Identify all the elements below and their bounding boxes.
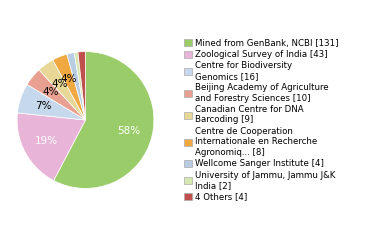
Text: 4%: 4%	[43, 87, 59, 97]
Text: 4%: 4%	[51, 79, 68, 89]
Legend: Mined from GenBank, NCBI [131], Zoological Survey of India [43], Centre for Biod: Mined from GenBank, NCBI [131], Zoologic…	[184, 39, 339, 201]
Text: 7%: 7%	[35, 101, 52, 111]
Text: 58%: 58%	[117, 126, 140, 136]
Wedge shape	[17, 84, 86, 120]
Text: 19%: 19%	[35, 136, 58, 146]
Text: 4%: 4%	[60, 74, 77, 84]
Wedge shape	[27, 70, 86, 120]
Wedge shape	[74, 52, 86, 120]
Wedge shape	[67, 53, 86, 120]
Wedge shape	[53, 54, 86, 120]
Wedge shape	[54, 52, 154, 188]
Wedge shape	[17, 113, 85, 180]
Wedge shape	[78, 52, 86, 120]
Wedge shape	[39, 60, 86, 120]
